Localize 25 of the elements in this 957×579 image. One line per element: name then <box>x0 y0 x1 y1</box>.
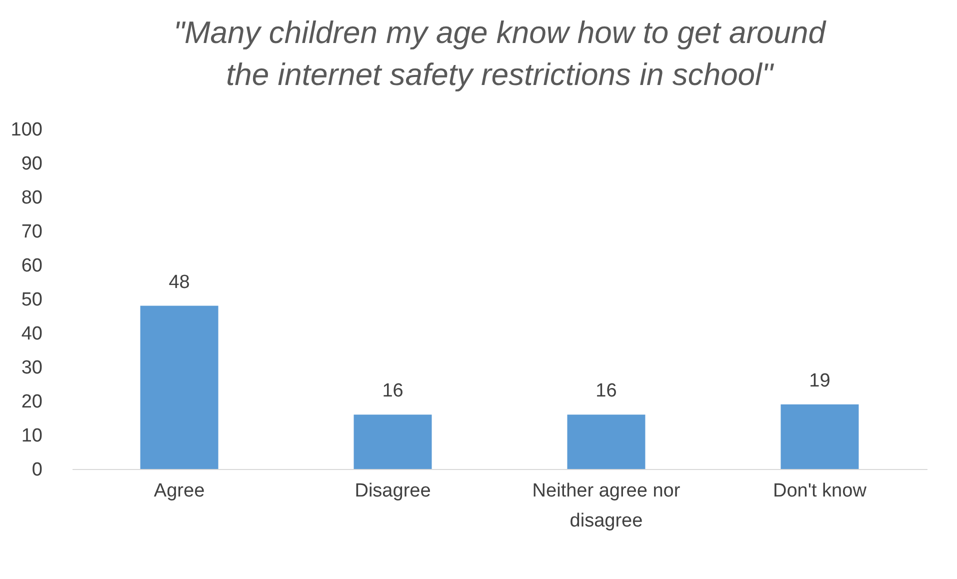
data-label: 19 <box>809 370 830 392</box>
data-label: 16 <box>596 380 617 402</box>
y-tick-label: 80 <box>21 188 42 208</box>
y-tick-label: 0 <box>32 460 42 480</box>
bar <box>780 404 859 469</box>
x-tick-label: Disagree <box>354 480 431 502</box>
y-tick-label: 100 <box>10 120 42 140</box>
y-tick-label: 20 <box>21 392 42 412</box>
y-tick-label: 50 <box>21 290 42 310</box>
y-tick-label: 90 <box>21 154 42 174</box>
x-tick-label: Neither agree nor disagree <box>532 480 681 532</box>
text: the internet safety restrictions in school" <box>226 57 773 92</box>
y-tick-label: 40 <box>21 324 42 344</box>
data-label: 48 <box>168 272 190 293</box>
y-tick-label: 70 <box>21 222 42 242</box>
x-tick-label: Agree <box>154 480 205 502</box>
y-tick-label: 30 <box>21 358 42 378</box>
bar <box>567 414 646 469</box>
bar <box>354 414 432 469</box>
data-label: 16 <box>382 380 404 402</box>
x-tick-label: Don't know <box>773 480 867 502</box>
y-tick-label: 60 <box>21 256 42 276</box>
bar <box>140 306 218 469</box>
text: "Many children my age know how to get around <box>173 15 826 50</box>
y-tick-label: 10 <box>21 426 42 446</box>
